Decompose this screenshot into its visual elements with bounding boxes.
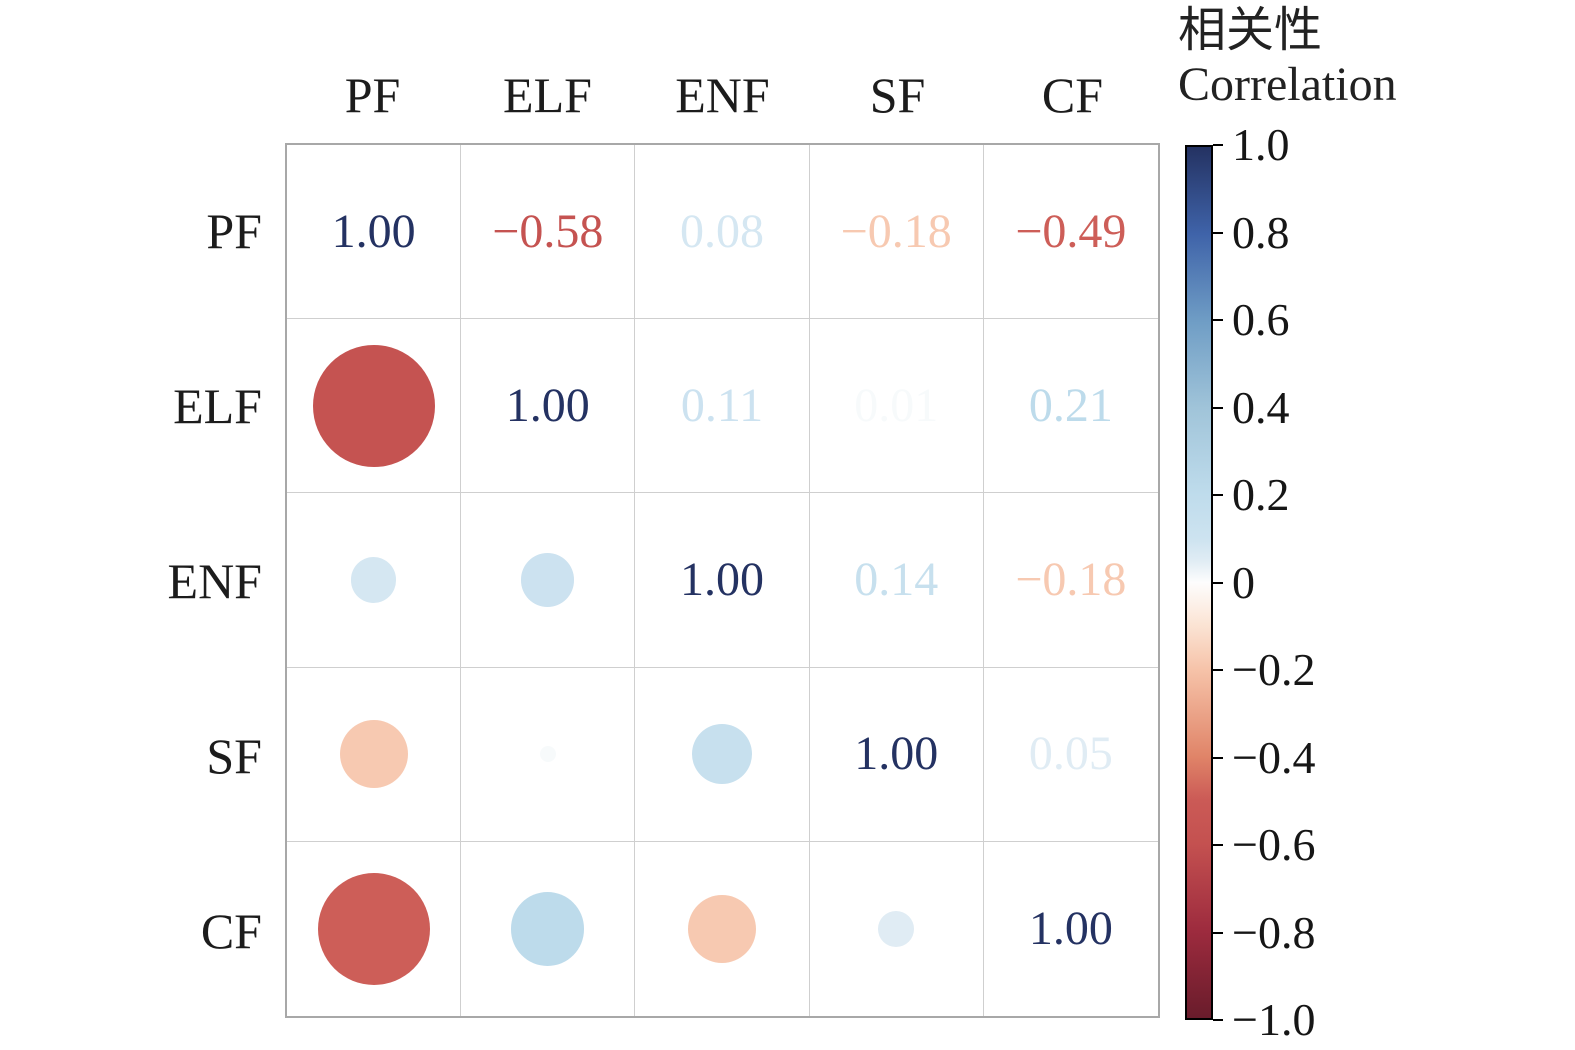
column-headers: PF ELF ENF SF CF [285,62,1160,128]
correlation-circle [350,557,397,603]
cell-CF-ELF [461,841,636,1016]
colorbar-tick-label: −1.0 [1232,994,1316,1045]
colorbar-tick [1213,581,1223,584]
cell-CF-CF: 1.00 [984,842,1158,1016]
colorbar-tick-label: −0.4 [1232,731,1316,783]
colorbar-tick [1213,669,1223,671]
colorbar-tick [1213,931,1223,934]
row-label-ENF: ENF [167,552,262,609]
correlation-value: 0.08 [679,204,764,258]
cell-SF-SF: 1.00 [809,667,984,842]
cell-SF-CF: 0.05 [983,668,1158,842]
cell-ENF-PF [287,493,462,668]
correlation-circle [688,894,756,963]
cell-PF-ENF: 0.08 [635,145,810,320]
correlation-circle [511,892,585,966]
colorbar-tick-label: 0.4 [1232,381,1290,433]
colorbar-tick [1213,494,1223,496]
colorbar-gradient [1185,145,1213,1020]
correlation-value: −0.18 [840,204,952,258]
cell-ELF-SF: 0.01 [809,319,984,494]
correlation-value: −0.49 [1015,204,1127,258]
correlation-circle [317,872,430,985]
cell-PF-SF: −0.18 [809,145,984,320]
correlation-value: 1.00 [331,204,416,258]
column-header-ELF: ELF [503,67,592,123]
correlation-value: 0.11 [680,378,764,432]
cell-ENF-ELF [461,493,636,668]
column-header-SF: SF [869,67,926,123]
row-labels: PF ELF ENF SF CF [62,143,262,1018]
cell-ELF-PF [287,319,462,494]
cell-ELF-ENF: 0.11 [635,319,810,494]
correlation-value: 0.14 [854,552,939,606]
cell-ELF-ELF: 1.00 [461,319,636,494]
cell-PF-ELF: −0.58 [461,145,636,320]
correlation-circle [539,746,556,763]
correlation-value: 0.21 [1028,378,1113,432]
correlation-circle [312,344,435,467]
colorbar-tick [1213,406,1223,409]
colorbar-tick [1213,844,1223,846]
cell-SF-ENF [635,667,810,842]
cell-ENF-CF: −0.18 [983,493,1158,668]
cell-PF-CF: −0.49 [983,145,1158,320]
colorbar-tick [1213,231,1223,234]
colorbar-tick-label: 1.0 [1232,119,1290,170]
correlation-circle [692,724,752,785]
colorbar-tick [1213,319,1223,321]
correlation-grid: 1.00 −0.58 0.08 −0.18 −0.49 1.00 0.11 0.01 0.21 1… [285,143,1160,1018]
colorbar-tick [1213,144,1223,146]
colorbar-tick-label: 0.8 [1232,206,1290,258]
cell-ELF-CF: 0.21 [983,319,1158,494]
correlation-value: 1.00 [1028,901,1113,955]
cell-CF-SF [810,841,984,1016]
correlation-value: 1.00 [854,727,939,781]
colorbar-tick-label: 0.6 [1232,294,1290,345]
cell-ENF-ENF: 1.00 [635,493,810,668]
cell-ENF-SF: 0.14 [809,493,984,668]
legend-title-zh: 相关性 [1178,4,1323,57]
cell-CF-PF [287,841,462,1016]
colorbar-tick [1213,756,1223,759]
colorbar-tick [1213,1019,1223,1021]
correlation-circle [878,910,915,947]
colorbar-tick-label: −0.8 [1232,906,1316,958]
cell-SF-PF [287,667,462,842]
colorbar-tick-label: 0 [1232,556,1255,608]
correlation-value: −0.18 [1015,552,1127,606]
colorbar-tick-label: −0.6 [1232,819,1316,870]
row-label-CF: CF [200,902,262,959]
correlation-value: 0.05 [1028,727,1113,781]
legend-title-en: Correlation [1178,58,1397,111]
row-label-SF: SF [206,727,262,784]
row-label-PF: PF [206,202,262,259]
correlation-value: 1.00 [679,552,764,606]
correlation-value: 0.01 [854,378,939,432]
colorbar-tick-label: 0.2 [1232,469,1290,520]
cell-SF-ELF [461,667,636,842]
correlation-value: 1.00 [505,378,590,432]
row-label-ELF: ELF [173,377,262,434]
column-header-PF: PF [344,67,401,123]
column-header-CF: CF [1041,67,1104,123]
correlation-circle [339,720,408,789]
cell-PF-PF: 1.00 [287,145,462,320]
correlation-value: −0.58 [492,204,604,258]
correlation-circle [521,553,575,607]
cell-CF-ENF [635,841,810,1016]
column-header-ENF: ENF [675,67,770,123]
colorbar-tick-label: −0.2 [1232,644,1316,695]
